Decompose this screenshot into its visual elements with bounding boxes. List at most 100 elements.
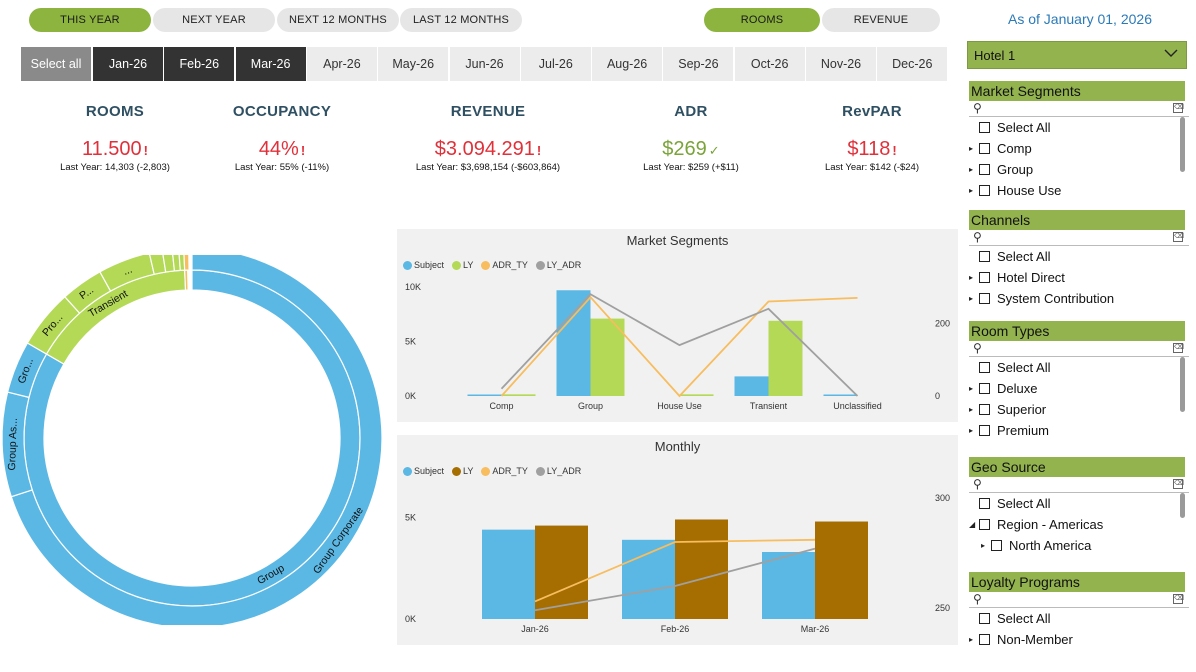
bar-ly-0[interactable] (501, 394, 536, 396)
expand-arrow-icon[interactable]: ▸ (969, 294, 974, 303)
slicer-item[interactable]: ▸ System Contribution (969, 288, 1189, 309)
bar-subject-2[interactable] (762, 551, 815, 619)
slicer-item[interactable]: ▸ Superior (969, 399, 1189, 420)
expand-arrow-icon[interactable]: ▸ (969, 144, 974, 153)
checkbox[interactable] (979, 613, 990, 624)
slicer-search[interactable]: ⚲ ⌫ (969, 477, 1189, 493)
bar-ly-2[interactable] (679, 394, 714, 396)
checkbox[interactable] (991, 540, 1002, 551)
expand-arrow-icon[interactable]: ▸ (969, 165, 974, 174)
slicer-item[interactable]: ▸ Group (969, 159, 1189, 180)
search-icon[interactable]: ⚲ (973, 592, 982, 606)
checkbox[interactable] (979, 122, 990, 133)
period-last-12-months[interactable]: LAST 12 MONTHS (400, 8, 522, 32)
bar-ly-2[interactable] (815, 521, 868, 619)
bar-subject-4[interactable] (823, 394, 858, 397)
checkbox[interactable] (979, 362, 990, 373)
bar-subject-1[interactable] (556, 290, 591, 396)
bar-subject-0[interactable] (467, 394, 502, 397)
market-segments-chart[interactable]: 10K 5K 0K 200 0 Comp Group House Use Transient Un… (397, 229, 958, 422)
month-may-26[interactable]: May-26 (378, 47, 449, 81)
eraser-icon[interactable]: ⌫ (1173, 479, 1184, 489)
month-mar-26[interactable]: Mar-26 (235, 47, 306, 81)
slicer-item[interactable]: Select All (969, 117, 1189, 138)
checkbox[interactable] (979, 164, 990, 175)
bar-subject-1[interactable] (622, 539, 675, 619)
expand-arrow-icon[interactable]: ▸ (969, 186, 974, 195)
slicer-item[interactable]: ▸ Deluxe (969, 378, 1189, 399)
bar-subject-3[interactable] (734, 376, 769, 396)
period-this-year[interactable]: THIS YEAR (29, 8, 151, 32)
checkbox[interactable] (979, 251, 990, 262)
donut-slice-other-outer[interactable] (183, 255, 190, 271)
month-select-all[interactable]: Select all (21, 47, 91, 81)
search-icon[interactable]: ⚲ (973, 341, 982, 355)
slicer-item[interactable]: ▸ House Use (969, 180, 1189, 201)
expand-arrow-icon[interactable]: ▸ (981, 541, 986, 550)
checkbox[interactable] (979, 634, 990, 645)
month-jun-26[interactable]: Jun-26 (449, 47, 520, 81)
eraser-icon[interactable]: ⌫ (1173, 103, 1184, 113)
search-icon[interactable]: ⚲ (973, 101, 982, 115)
slicer-search[interactable]: ⚲ ⌫ (969, 592, 1189, 608)
month-aug-26[interactable]: Aug-26 (592, 47, 663, 81)
donut-slice-group-corporate[interactable] (10, 255, 383, 625)
expand-arrow-icon[interactable]: ▸ (969, 273, 974, 282)
checkbox[interactable] (979, 143, 990, 154)
expand-arrow-icon[interactable]: ▸ (969, 384, 974, 393)
month-jan-26[interactable]: Jan-26 (93, 47, 163, 81)
eraser-icon[interactable]: ⌫ (1173, 343, 1184, 353)
expand-arrow-icon[interactable]: ▸ (969, 635, 974, 644)
search-icon[interactable]: ⚲ (973, 477, 982, 491)
month-nov-26[interactable]: Nov-26 (806, 47, 876, 81)
slicer-item[interactable]: Select All (969, 608, 1189, 629)
donut-slice-other[interactable] (184, 269, 189, 291)
checkbox[interactable] (979, 498, 990, 509)
toggle-rooms[interactable]: ROOMS (704, 8, 820, 32)
line-adr_ty[interactable] (534, 538, 816, 603)
search-icon[interactable]: ⚲ (973, 230, 982, 244)
month-sep-26[interactable]: Sep-26 (663, 47, 734, 81)
slicer-search[interactable]: ⚲ ⌫ (969, 230, 1189, 246)
bar-ly-3[interactable] (768, 320, 803, 396)
slicer-item[interactable]: ▸ Hotel Direct (969, 267, 1189, 288)
toggle-revenue[interactable]: REVENUE (822, 8, 940, 32)
slicer-item[interactable]: Select All (969, 493, 1189, 514)
month-oct-26[interactable]: Oct-26 (734, 47, 805, 81)
bar-subject-0[interactable] (482, 529, 535, 619)
slicer-search[interactable]: ⚲ ⌫ (969, 341, 1189, 357)
slicer-item[interactable]: ▸ Premium (969, 420, 1189, 441)
checkbox[interactable] (979, 519, 990, 530)
checkbox[interactable] (979, 383, 990, 394)
scrollbar[interactable] (1180, 117, 1185, 172)
month-apr-26[interactable]: Apr-26 (306, 47, 377, 81)
month-dec-26[interactable]: Dec-26 (877, 47, 948, 81)
slicer-item[interactable]: ▸ Non-Member (969, 629, 1189, 650)
bar-ly-1[interactable] (590, 318, 625, 396)
checkbox[interactable] (979, 404, 990, 415)
checkbox[interactable] (979, 293, 990, 304)
checkbox[interactable] (979, 272, 990, 283)
line-ly_adr[interactable] (534, 547, 816, 612)
period-next-year[interactable]: NEXT YEAR (153, 8, 275, 32)
expand-arrow-icon[interactable]: ▸ (969, 405, 974, 414)
period-next-12-months[interactable]: NEXT 12 MONTHS (277, 8, 399, 32)
month-feb-26[interactable]: Feb-26 (164, 47, 235, 81)
eraser-icon[interactable]: ⌫ (1173, 594, 1184, 604)
slicer-item[interactable]: ▸ Comp (969, 138, 1189, 159)
expand-arrow-icon[interactable]: ◢ (969, 520, 976, 529)
scrollbar[interactable] (1180, 357, 1185, 412)
checkbox[interactable] (979, 425, 990, 436)
monthly-chart[interactable]: 5K 0K 300 250 Jan-26 Feb-26 Mar-26 (397, 435, 958, 645)
slicer-item[interactable]: Select All (969, 357, 1189, 378)
hotel-dropdown[interactable]: Hotel 1 (967, 41, 1187, 69)
slicer-item[interactable]: ▸ North America (969, 535, 1189, 556)
line-ly_adr[interactable] (500, 293, 859, 397)
month-jul-26[interactable]: Jul-26 (520, 47, 591, 81)
eraser-icon[interactable]: ⌫ (1173, 232, 1184, 242)
scrollbar[interactable] (1180, 493, 1185, 518)
bar-ly-1[interactable] (675, 519, 728, 619)
checkbox[interactable] (979, 185, 990, 196)
slicer-item[interactable]: ◢ Region - Americas (969, 514, 1189, 535)
